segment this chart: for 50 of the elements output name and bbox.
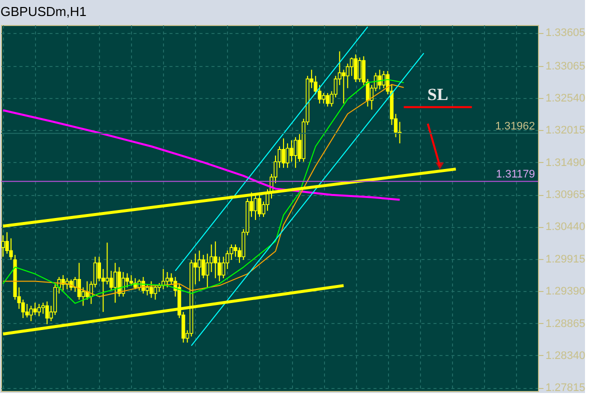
y-tick-label: 1.30440 bbox=[546, 221, 586, 234]
candlestick bbox=[286, 142, 290, 168]
candlestick bbox=[342, 69, 346, 104]
y-tick-label: 1.30965 bbox=[546, 189, 586, 202]
candlestick bbox=[33, 302, 37, 316]
candlestick bbox=[214, 240, 218, 279]
y-tick-label: 1.27815 bbox=[546, 382, 586, 394]
candlestick bbox=[290, 140, 294, 162]
candlestick bbox=[222, 256, 226, 279]
candlestick bbox=[41, 302, 45, 314]
candlestick bbox=[254, 194, 258, 220]
candlestick bbox=[206, 253, 210, 288]
candlestick bbox=[109, 270, 114, 291]
candlestick bbox=[326, 92, 330, 108]
candlestick bbox=[282, 138, 286, 168]
y-tick-label: 1.32540 bbox=[546, 92, 586, 104]
candlestick bbox=[149, 280, 154, 298]
candlestick bbox=[202, 254, 206, 279]
chart-title: GBPUSDm,H1 bbox=[0, 4, 86, 19]
candlestick bbox=[105, 242, 109, 285]
y-tick-label: 1.29915 bbox=[546, 253, 586, 266]
candlestick bbox=[294, 136, 298, 168]
ref-line-label: 1.31179 bbox=[496, 168, 535, 180]
candlestick bbox=[198, 250, 202, 282]
candlestick bbox=[45, 300, 49, 325]
candlestick bbox=[117, 266, 122, 298]
candlestick bbox=[129, 274, 134, 286]
y-tick-label: 1.28340 bbox=[546, 350, 586, 362]
candlestick bbox=[37, 303, 41, 317]
candlestick bbox=[113, 262, 118, 304]
ref-line-label: 1.31962 bbox=[495, 120, 535, 132]
candlestick bbox=[145, 284, 150, 296]
candlestick bbox=[354, 54, 358, 83]
y-tick-label: 1.33605 bbox=[546, 27, 586, 40]
y-tick-label: 1.28865 bbox=[546, 318, 586, 330]
candlestick bbox=[318, 84, 322, 104]
candlestick bbox=[29, 305, 33, 322]
candlestick bbox=[25, 303, 29, 318]
candlestick bbox=[350, 56, 354, 76]
y-tick-label: 1.33065 bbox=[546, 60, 586, 72]
y-tick-label: 1.31490 bbox=[546, 156, 586, 169]
candlestick bbox=[166, 272, 170, 288]
line-series bbox=[2, 109, 401, 201]
candlestick bbox=[153, 285, 158, 300]
y-tick-label: 1.29390 bbox=[546, 286, 586, 298]
y-tick-label: 1.32015 bbox=[546, 124, 586, 137]
series-label: SL bbox=[427, 85, 448, 104]
candlestick bbox=[322, 92, 326, 104]
candlestick bbox=[234, 244, 238, 258]
candlestick bbox=[358, 56, 362, 83]
